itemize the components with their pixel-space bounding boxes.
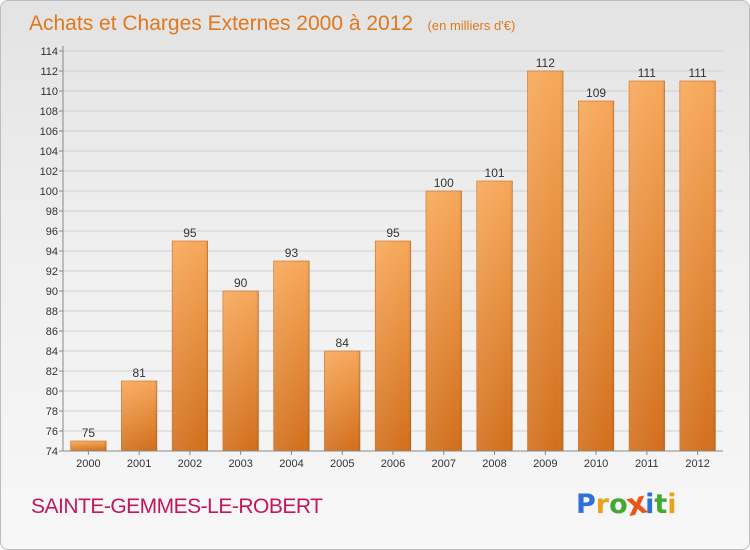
y-tick-label: 78	[46, 406, 58, 418]
x-tick-label-2006: 2006	[381, 458, 405, 470]
value-label-2005: 84	[336, 336, 350, 350]
x-tick-label-2004: 2004	[279, 458, 303, 470]
logo-letter: i	[667, 489, 677, 520]
bar-shade-2002	[172, 241, 208, 451]
proxiti-logo[interactable]: Proxiti	[576, 485, 677, 524]
x-tick-label-2003: 2003	[228, 458, 252, 470]
x-tick-label-2005: 2005	[330, 458, 354, 470]
y-tick-label: 102	[40, 166, 58, 178]
x-tick-label-2002: 2002	[178, 458, 202, 470]
y-tick-label: 104	[40, 146, 58, 158]
bar-shade-2001	[121, 381, 157, 451]
value-label-2009: 112	[536, 56, 555, 70]
x-tick-label-2009: 2009	[533, 458, 557, 470]
value-label-2000: 75	[82, 426, 96, 440]
x-tick-label-2008: 2008	[482, 458, 506, 470]
bar-shade-2009	[527, 71, 564, 451]
bar-shade-2005	[324, 351, 360, 451]
value-label-2011: 111	[638, 66, 657, 80]
y-tick-label: 114	[40, 46, 58, 58]
y-tick-label: 112	[40, 66, 58, 78]
y-tick-label: 108	[40, 106, 58, 118]
y-tick-label: 96	[46, 226, 58, 238]
x-tick-label-2010: 2010	[584, 458, 608, 470]
y-tick-label: 92	[46, 266, 58, 278]
y-tick-label: 90	[46, 286, 58, 298]
logo-letter: P	[576, 489, 596, 520]
city-name: SAINTE-GEMMES-LE-ROBERT	[31, 495, 323, 518]
y-tick-label: 76	[46, 426, 58, 438]
bar-shade-2006	[375, 241, 411, 451]
y-tick-label: 106	[40, 126, 58, 138]
value-label-2007: 100	[434, 176, 454, 190]
y-tick-label: 100	[40, 186, 58, 198]
logo-letter: i	[645, 489, 655, 520]
bar-shade-2012	[679, 81, 716, 451]
logo-letter: r	[595, 489, 610, 520]
value-label-2012: 111	[688, 66, 707, 80]
x-tick-label-2007: 2007	[432, 458, 456, 470]
x-tick-label-2011: 2011	[635, 458, 659, 470]
chart-unit-text: (en milliers d'€)	[428, 18, 516, 33]
bar-shade-2007	[426, 191, 462, 451]
y-tick-label: 110	[40, 86, 58, 98]
bars-layer: 75 81 95 90 93 84 95 100 101 112 109 111 111	[70, 56, 716, 452]
x-tick-label-2001: 2001	[127, 458, 151, 470]
bar-shade-2008	[476, 181, 513, 451]
y-tick-label: 88	[46, 306, 58, 318]
logo-letter: o	[609, 489, 628, 520]
value-label-2001: 81	[132, 366, 146, 380]
logo-letter: t	[654, 489, 668, 520]
value-label-2003: 90	[234, 276, 248, 290]
bar-shade-2004	[273, 261, 310, 451]
x-tick-label-2000: 2000	[76, 458, 100, 470]
y-tick-label: 82	[46, 366, 58, 378]
bar-shade-2003	[222, 291, 259, 451]
x-tick-label-2012: 2012	[685, 458, 709, 470]
y-tick-label: 98	[46, 206, 58, 218]
y-tick-label: 74	[46, 446, 58, 458]
y-tick-label: 94	[46, 246, 58, 258]
value-label-2010: 109	[586, 86, 606, 100]
axis-layer: 74 76 78 80 82 84 86 88 90 92 94 96 98 100 102 104 106 10…	[40, 46, 723, 470]
value-label-2008: 101	[485, 166, 505, 180]
value-label-2006: 95	[386, 226, 400, 240]
bar-shade-2010	[578, 101, 614, 451]
value-label-2002: 95	[183, 226, 197, 240]
bar-shade-2000	[70, 441, 107, 451]
y-tick-label: 84	[46, 346, 58, 358]
y-tick-label: 80	[46, 386, 58, 398]
chart-title-text: Achats et Charges Externes 2000 à 2012	[29, 12, 413, 35]
value-label-2004: 93	[285, 246, 299, 260]
y-tick-label: 86	[46, 326, 58, 338]
bar-shade-2011	[629, 81, 665, 451]
chart-title: Achats et Charges Externes 2000 à 2012 (…	[29, 12, 515, 35]
